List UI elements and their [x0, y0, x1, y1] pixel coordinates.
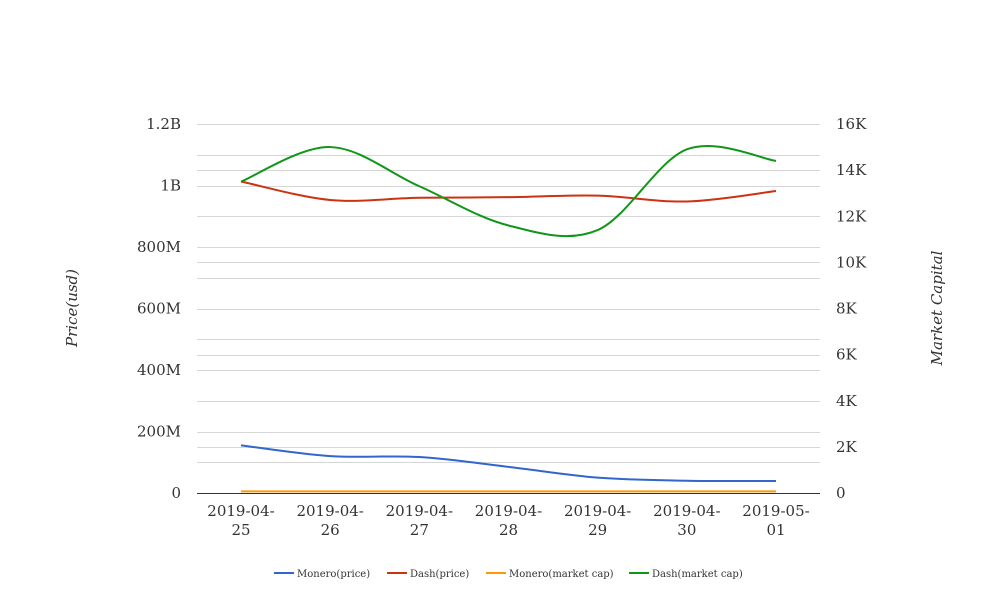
right-tick-label: 16K — [836, 115, 867, 133]
legend-item-monero-market-cap[interactable]: Monero(market cap) — [486, 569, 614, 580]
legend-label: Monero(price) — [297, 569, 370, 580]
left-tick-label: 1.2B — [146, 115, 181, 133]
left-tick-label: 400M — [137, 361, 181, 379]
right-tick-label: 0 — [836, 484, 846, 502]
x-tick-label: 2019-04-28 — [475, 502, 542, 539]
right-tick-label: 10K — [836, 253, 867, 271]
gridlines — [197, 124, 820, 463]
series-line-dash-price — [240, 180, 777, 203]
left-tick-label: 200M — [137, 423, 181, 441]
legend-item-dash-market-cap[interactable]: Dash(market cap) — [629, 569, 743, 580]
x-axis-ticks: 2019-04-25 2019-04-26 2019-04-27 2019-04-28… — [207, 502, 809, 539]
x-tick-label: 2019-04-30 — [653, 502, 720, 539]
legend-item-dash-price[interactable]: Dash(price) — [387, 569, 469, 580]
x-tick-label: 2019-04-26 — [296, 502, 363, 539]
series-line-monero-price — [240, 444, 777, 483]
series-lines — [240, 144, 777, 493]
right-tick-label: 6K — [836, 346, 858, 364]
legend[interactable]: Monero(price) Dash(price) Monero(market ca… — [274, 569, 743, 580]
right-tick-label: 12K — [836, 207, 867, 225]
x-tick-label: 2019-04-27 — [386, 502, 453, 539]
left-tick-label: 1B — [160, 177, 181, 195]
x-tick-label: 2019-05-01 — [742, 502, 809, 539]
left-axis-ticks: 0 200M 400M 600M 800M 1B 1.2B — [137, 115, 181, 502]
left-tick-label: 600M — [137, 300, 181, 318]
legend-label: Monero(market cap) — [509, 569, 614, 580]
right-tick-label: 4K — [836, 392, 858, 410]
left-tick-label: 0 — [171, 484, 181, 502]
right-axis-title: Market Capital — [928, 250, 946, 366]
right-tick-label: 8K — [836, 300, 858, 318]
left-tick-label: 800M — [137, 238, 181, 256]
right-tick-label: 14K — [836, 161, 867, 179]
legend-label: Dash(price) — [410, 569, 469, 580]
right-axis-ticks: 0 2K 4K 6K 8K 10K 12K 14K 16K — [836, 115, 867, 502]
right-tick-label: 2K — [836, 438, 858, 456]
legend-label: Dash(market cap) — [652, 569, 743, 580]
legend-item-monero-price[interactable]: Monero(price) — [274, 569, 370, 580]
series-line-dash-market-cap — [240, 144, 777, 238]
x-tick-label: 2019-04-25 — [207, 502, 274, 539]
left-axis-title: Price(usd) — [63, 269, 81, 348]
x-tick-label: 2019-04-29 — [564, 502, 631, 539]
